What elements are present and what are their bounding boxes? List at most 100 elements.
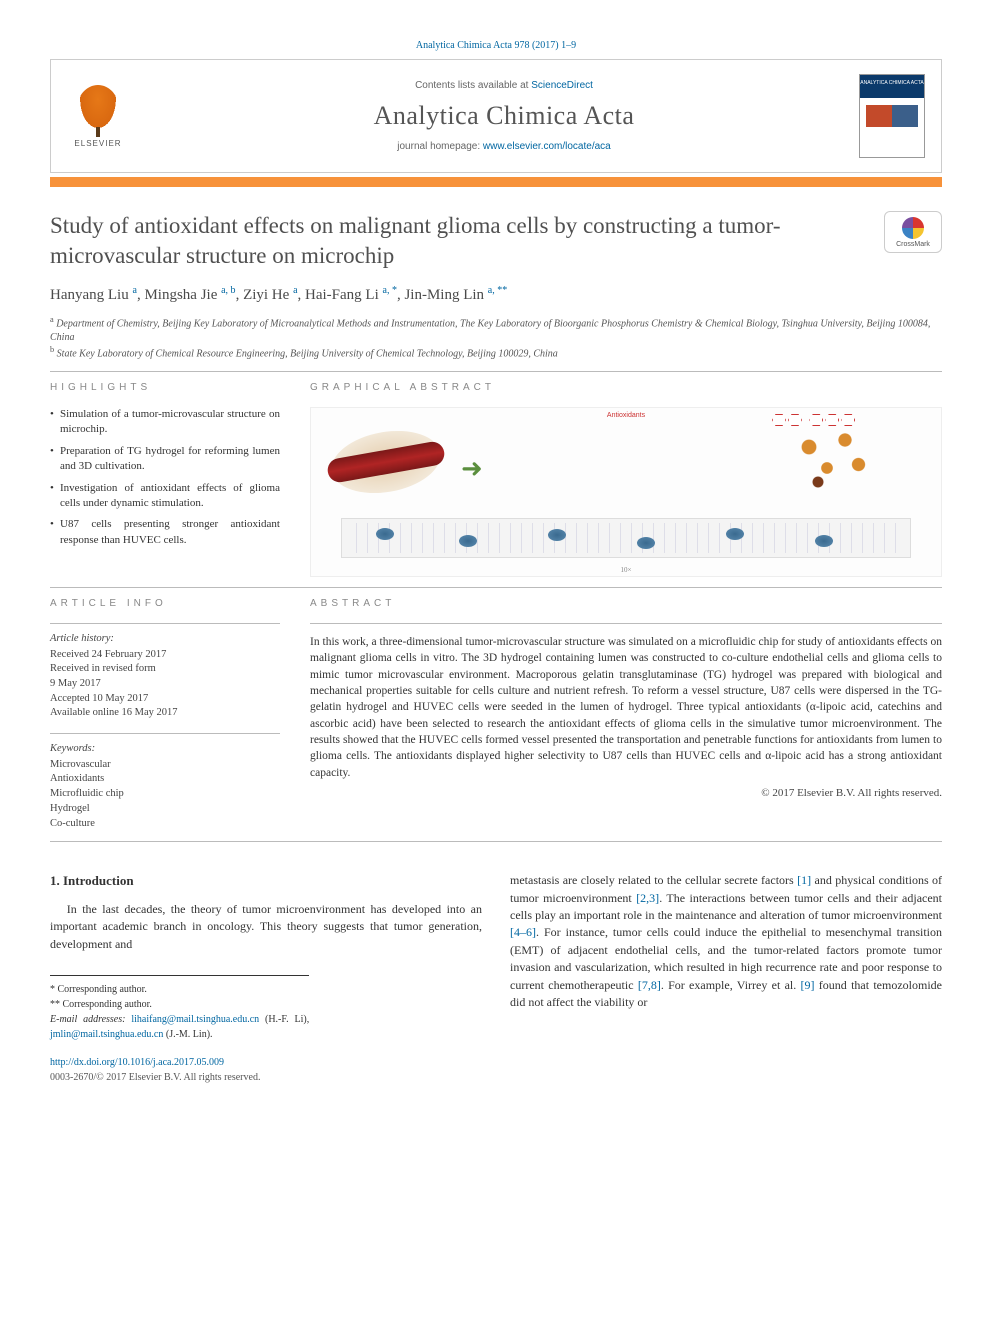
article-title: Study of antioxidant effects on malignan… [50, 211, 872, 271]
ga-cell-dots [348, 525, 904, 551]
keyword: Microvascular [50, 758, 280, 773]
cover-title: ANALYTICA CHIMICA ACTA [860, 80, 924, 86]
affiliation-a: a Department of Chemistry, Beijing Key L… [50, 314, 942, 344]
highlight-item: U87 cells presenting stronger antioxidan… [50, 517, 280, 548]
hex-icon [825, 414, 839, 426]
cell-dot-icon [637, 537, 655, 549]
ga-magnification-label: 10× [621, 566, 632, 574]
ga-cell-cluster [791, 426, 881, 496]
cell-dot-icon [726, 528, 744, 540]
body-column-right: metastasis are closely related to the ce… [510, 872, 942, 1085]
contents-available-line: Contents lists available at ScienceDirec… [149, 80, 859, 91]
rule-info-mid [50, 733, 280, 734]
crossmark-label: CrossMark [896, 241, 930, 248]
graphical-abstract-label: GRAPHICAL ABSTRACT [310, 382, 942, 393]
author-3: Ziyi He a [243, 287, 297, 303]
corresponding-2: ** Corresponding author. [50, 997, 309, 1012]
keyword: Co-culture [50, 817, 280, 832]
elsevier-logo[interactable]: ELSEVIER [67, 81, 129, 151]
ref-link-23[interactable]: [2,3] [636, 891, 659, 905]
hex-icon [788, 414, 802, 426]
author-4: Hai-Fang Li a, * [305, 287, 397, 303]
homepage-line: journal homepage: www.elsevier.com/locat… [149, 141, 859, 152]
email-name-2: (J.-M. Lin). [166, 1029, 213, 1040]
highlights-column: HIGHLIGHTS Simulation of a tumor-microva… [50, 382, 280, 577]
corresponding-1: * Corresponding author. [50, 982, 309, 997]
body-paragraph-1: In the last decades, the theory of tumor… [50, 901, 482, 953]
cover-image-right [892, 105, 918, 127]
cell-dot-icon [376, 528, 394, 540]
crossmark-icon [902, 217, 924, 239]
footer-block: http://dx.doi.org/10.1016/j.aca.2017.05.… [50, 1056, 482, 1085]
author-2: Mingsha Jie a, b [144, 287, 235, 303]
title-row: Study of antioxidant effects on malignan… [50, 211, 942, 285]
accepted-date: Accepted 10 May 2017 [50, 692, 280, 707]
doi-link[interactable]: http://dx.doi.org/10.1016/j.aca.2017.05.… [50, 1057, 224, 1068]
homepage-link[interactable]: www.elsevier.com/locate/aca [483, 141, 611, 152]
arrow-icon: ➜ [461, 454, 483, 484]
section-heading-1: 1. Introduction [50, 872, 482, 891]
keywords-heading: Keywords: [50, 742, 280, 757]
received-date: Received 24 February 2017 [50, 648, 280, 663]
ref-link-1[interactable]: [1] [797, 873, 811, 887]
crossmark-badge[interactable]: CrossMark [884, 211, 942, 253]
rule-abstract-top [310, 623, 942, 624]
highlights-list: Simulation of a tumor-microvascular stru… [50, 407, 280, 548]
article-history: Article history: Received 24 February 20… [50, 632, 280, 721]
citation-header: Analytica Chimica Acta 978 (2017) 1–9 [50, 40, 942, 51]
rule-info-top [50, 623, 280, 624]
author-1: Hanyang Liu a [50, 287, 137, 303]
body-paragraph-2: metastasis are closely related to the ce… [510, 872, 942, 1011]
email-link-2[interactable]: jmlin@mail.tsinghua.edu.cn [50, 1029, 163, 1040]
ga-top-label: Antioxidants [607, 412, 645, 419]
ga-chip-strip [341, 518, 911, 558]
email-line: E-mail addresses: lihaifang@mail.tsinghu… [50, 1012, 309, 1042]
ref-link-46[interactable]: [4–6] [510, 925, 536, 939]
email-link-1[interactable]: lihaifang@mail.tsinghua.edu.cn [131, 1014, 259, 1025]
highlight-item: Investigation of antioxidant effects of … [50, 481, 280, 512]
journal-cover-thumbnail[interactable]: ANALYTICA CHIMICA ACTA [859, 74, 925, 158]
email-label: E-mail addresses: [50, 1014, 125, 1025]
highlight-item: Preparation of TG hydrogel for reforming… [50, 444, 280, 475]
journal-masthead: ELSEVIER Contents lists available at Sci… [50, 59, 942, 173]
revised-line2: 9 May 2017 [50, 677, 280, 692]
footnotes-block: * Corresponding author. ** Corresponding… [50, 975, 309, 1042]
keywords-list: Microvascular Antioxidants Microfluidic … [50, 758, 280, 831]
affiliations: a Department of Chemistry, Beijing Key L… [50, 314, 942, 361]
highlights-graphical-row: HIGHLIGHTS Simulation of a tumor-microva… [50, 382, 942, 577]
keyword: Microfluidic chip [50, 787, 280, 802]
keywords-block: Keywords: Microvascular Antioxidants Mic… [50, 742, 280, 831]
cell-dot-icon [815, 535, 833, 547]
ref-link-78[interactable]: [7,8] [638, 978, 661, 992]
highlight-item: Simulation of a tumor-microvascular stru… [50, 407, 280, 438]
keyword: Hydrogel [50, 802, 280, 817]
contents-prefix: Contents lists available at [415, 80, 531, 91]
divider-bar [50, 177, 942, 187]
author-5: Jin-Ming Lin a, ** [404, 287, 507, 303]
rule-3 [50, 841, 942, 842]
email-name-1: (H.-F. Li), [265, 1014, 309, 1025]
article-page: Analytica Chimica Acta 978 (2017) 1–9 EL… [0, 0, 992, 1125]
graphical-abstract-column: GRAPHICAL ABSTRACT Antioxidants ➜ [310, 382, 942, 577]
copyright-line: © 2017 Elsevier B.V. All rights reserved… [310, 787, 942, 799]
abstract-column: ABSTRACT In this work, a three-dimension… [310, 598, 942, 831]
elsevier-label: ELSEVIER [74, 139, 121, 148]
rule-1 [50, 371, 942, 372]
article-info-label: ARTICLE INFO [50, 598, 280, 609]
sciencedirect-link[interactable]: ScienceDirect [531, 80, 593, 91]
cell-dot-icon [548, 529, 566, 541]
elsevier-tree-icon [77, 85, 119, 133]
ref-link-9[interactable]: [9] [801, 978, 815, 992]
affiliation-b: b State Key Laboratory of Chemical Resou… [50, 344, 942, 361]
body-columns: 1. Introduction In the last decades, the… [50, 872, 942, 1085]
history-heading: Article history: [50, 632, 280, 647]
cover-image-left [866, 105, 892, 127]
journal-center-block: Contents lists available at ScienceDirec… [149, 80, 859, 152]
rule-2 [50, 587, 942, 588]
abstract-text: In this work, a three-dimensional tumor-… [310, 634, 942, 781]
hex-icon [772, 414, 786, 426]
journal-name: Analytica Chimica Acta [149, 101, 859, 131]
cell-dot-icon [459, 535, 477, 547]
author-list: Hanyang Liu a, Mingsha Jie a, b, Ziyi He… [50, 285, 942, 304]
issn-copyright: 0003-2670/© 2017 Elsevier B.V. All right… [50, 1071, 482, 1086]
